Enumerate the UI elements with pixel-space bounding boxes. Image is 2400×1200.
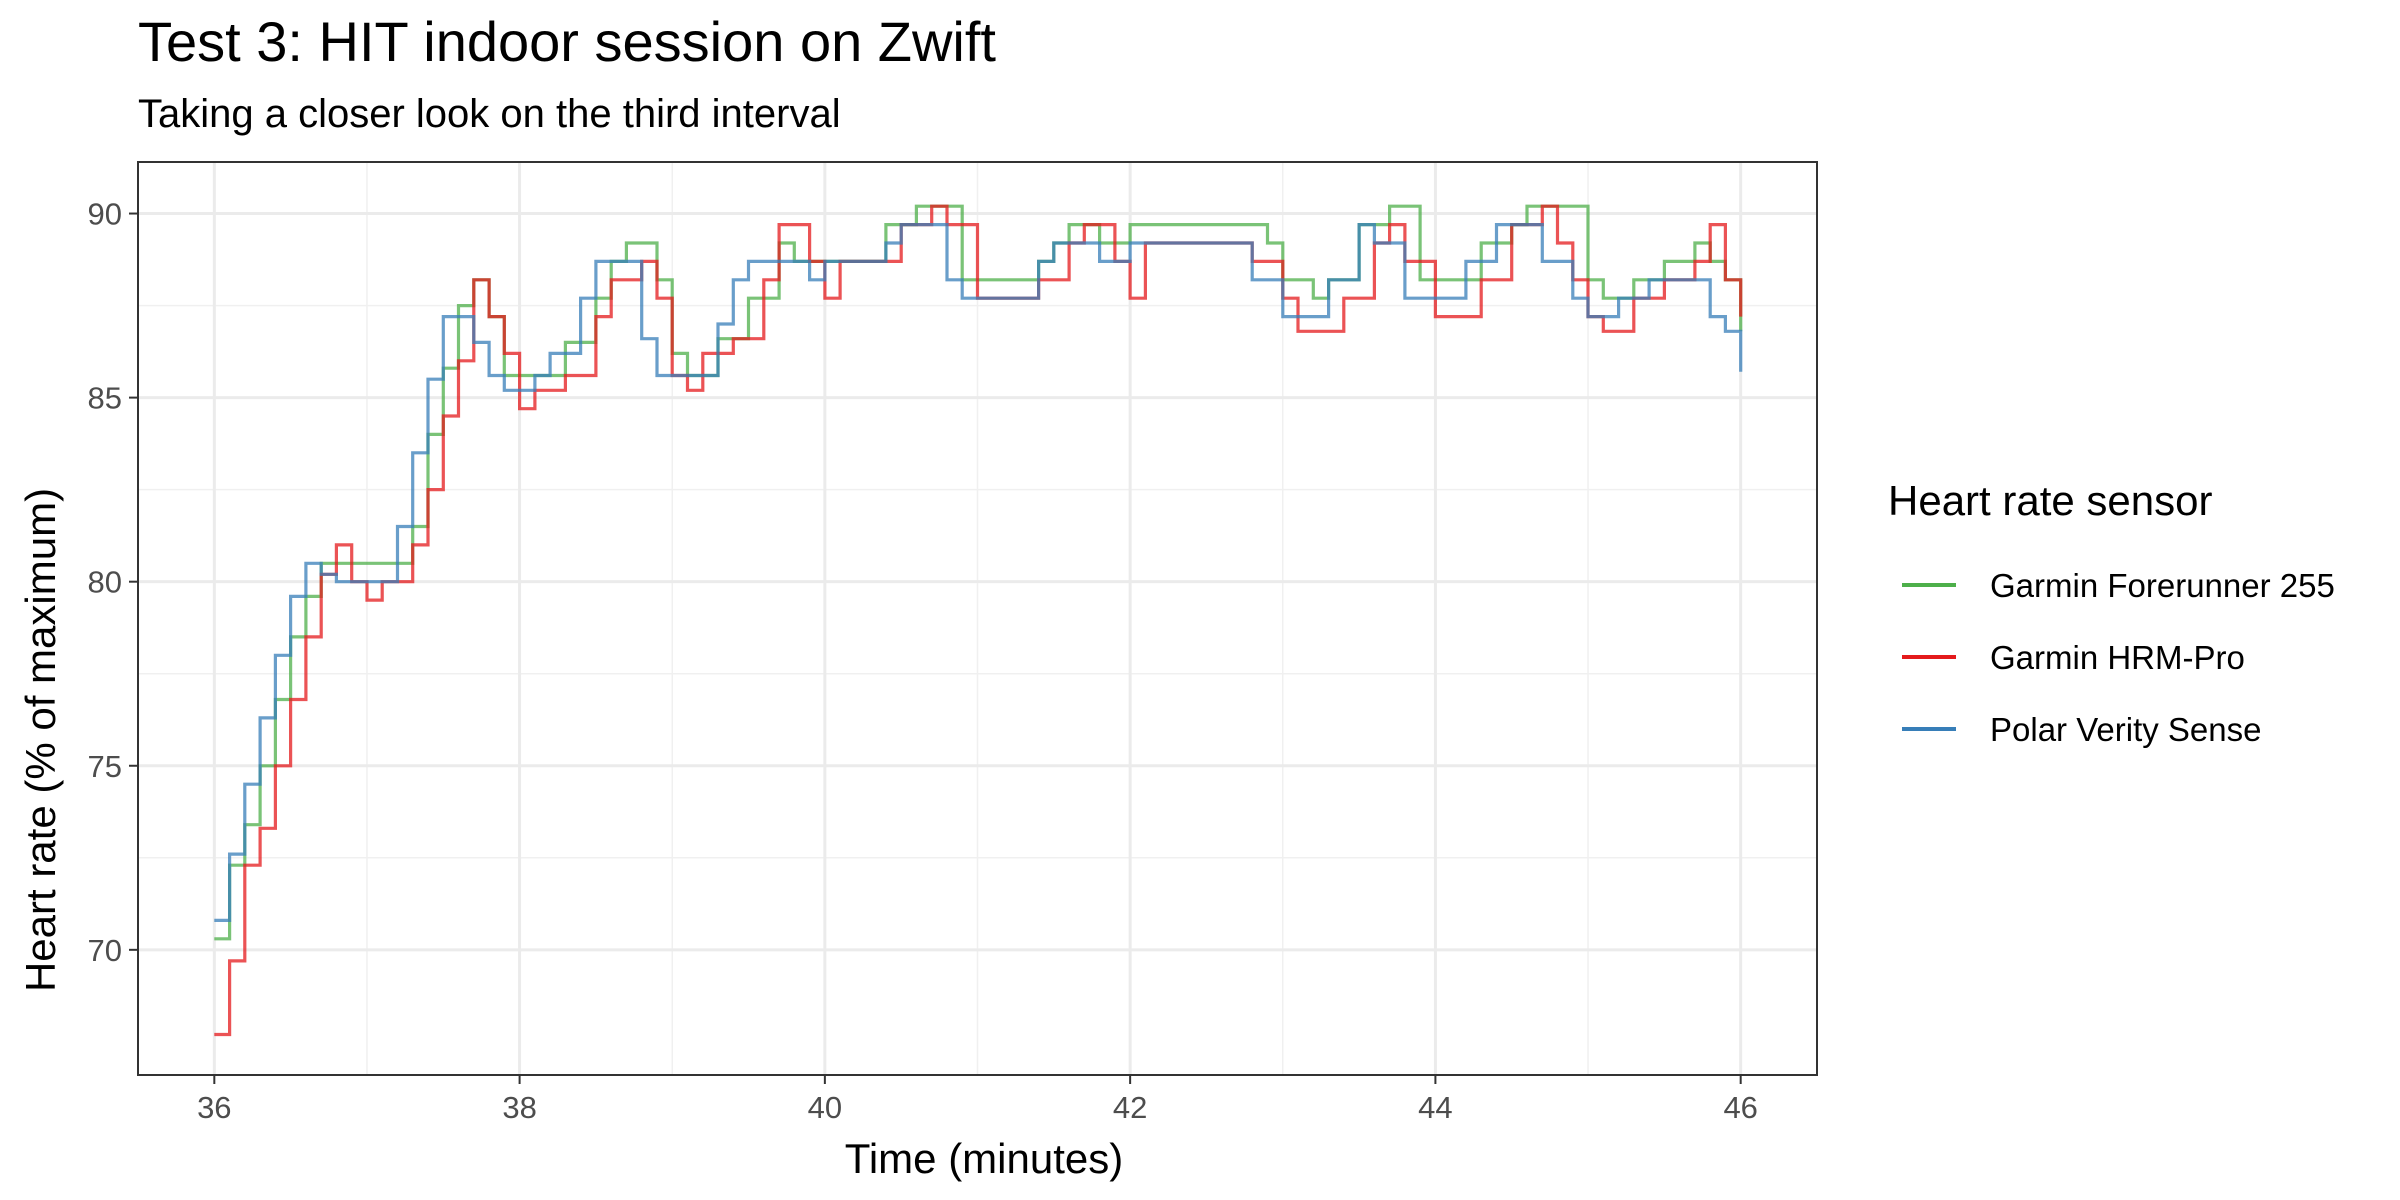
x-tick-label: 38 (502, 1090, 536, 1125)
series-line-3 (214, 223, 1743, 922)
plot-border (137, 161, 1818, 1076)
y-tick-label: 85 (88, 381, 122, 416)
x-axis: 36 38 40 42 44 46 (197, 1075, 1758, 1125)
y-axis-title: Heart rate (% of maximum) (17, 488, 64, 992)
legend-title: Heart rate sensor (1888, 477, 2212, 524)
y-axis: 70 75 80 85 90 (88, 197, 138, 968)
legend-label: Garmin HRM-Pro (1990, 639, 2245, 676)
series-lines (214, 204, 1743, 1037)
x-tick-label: 40 (808, 1090, 842, 1125)
y-tick-label: 80 (88, 565, 122, 600)
legend-label: Polar Verity Sense (1990, 711, 2261, 748)
x-tick-label: 36 (197, 1090, 231, 1125)
x-tick-label: 42 (1113, 1090, 1147, 1125)
legend-label: Garmin Forerunner 255 (1990, 567, 2335, 604)
y-tick-label: 70 (88, 933, 122, 968)
legend: Heart rate sensor Garmin Forerunner 255G… (1888, 477, 2335, 748)
y-tick-label: 90 (88, 197, 122, 232)
y-tick-label: 75 (88, 749, 122, 784)
x-tick-label: 46 (1723, 1090, 1757, 1125)
chart-title: Test 3: HIT indoor session on Zwift (138, 10, 996, 73)
x-axis-title: Time (minutes) (845, 1135, 1123, 1182)
grid-lines (138, 162, 1817, 1075)
legend-items: Garmin Forerunner 255 Garmin HRM-Pro Polar… (1902, 567, 2335, 748)
x-tick-label: 44 (1418, 1090, 1452, 1125)
chart-subtitle: Taking a closer look on the third interv… (138, 92, 841, 136)
